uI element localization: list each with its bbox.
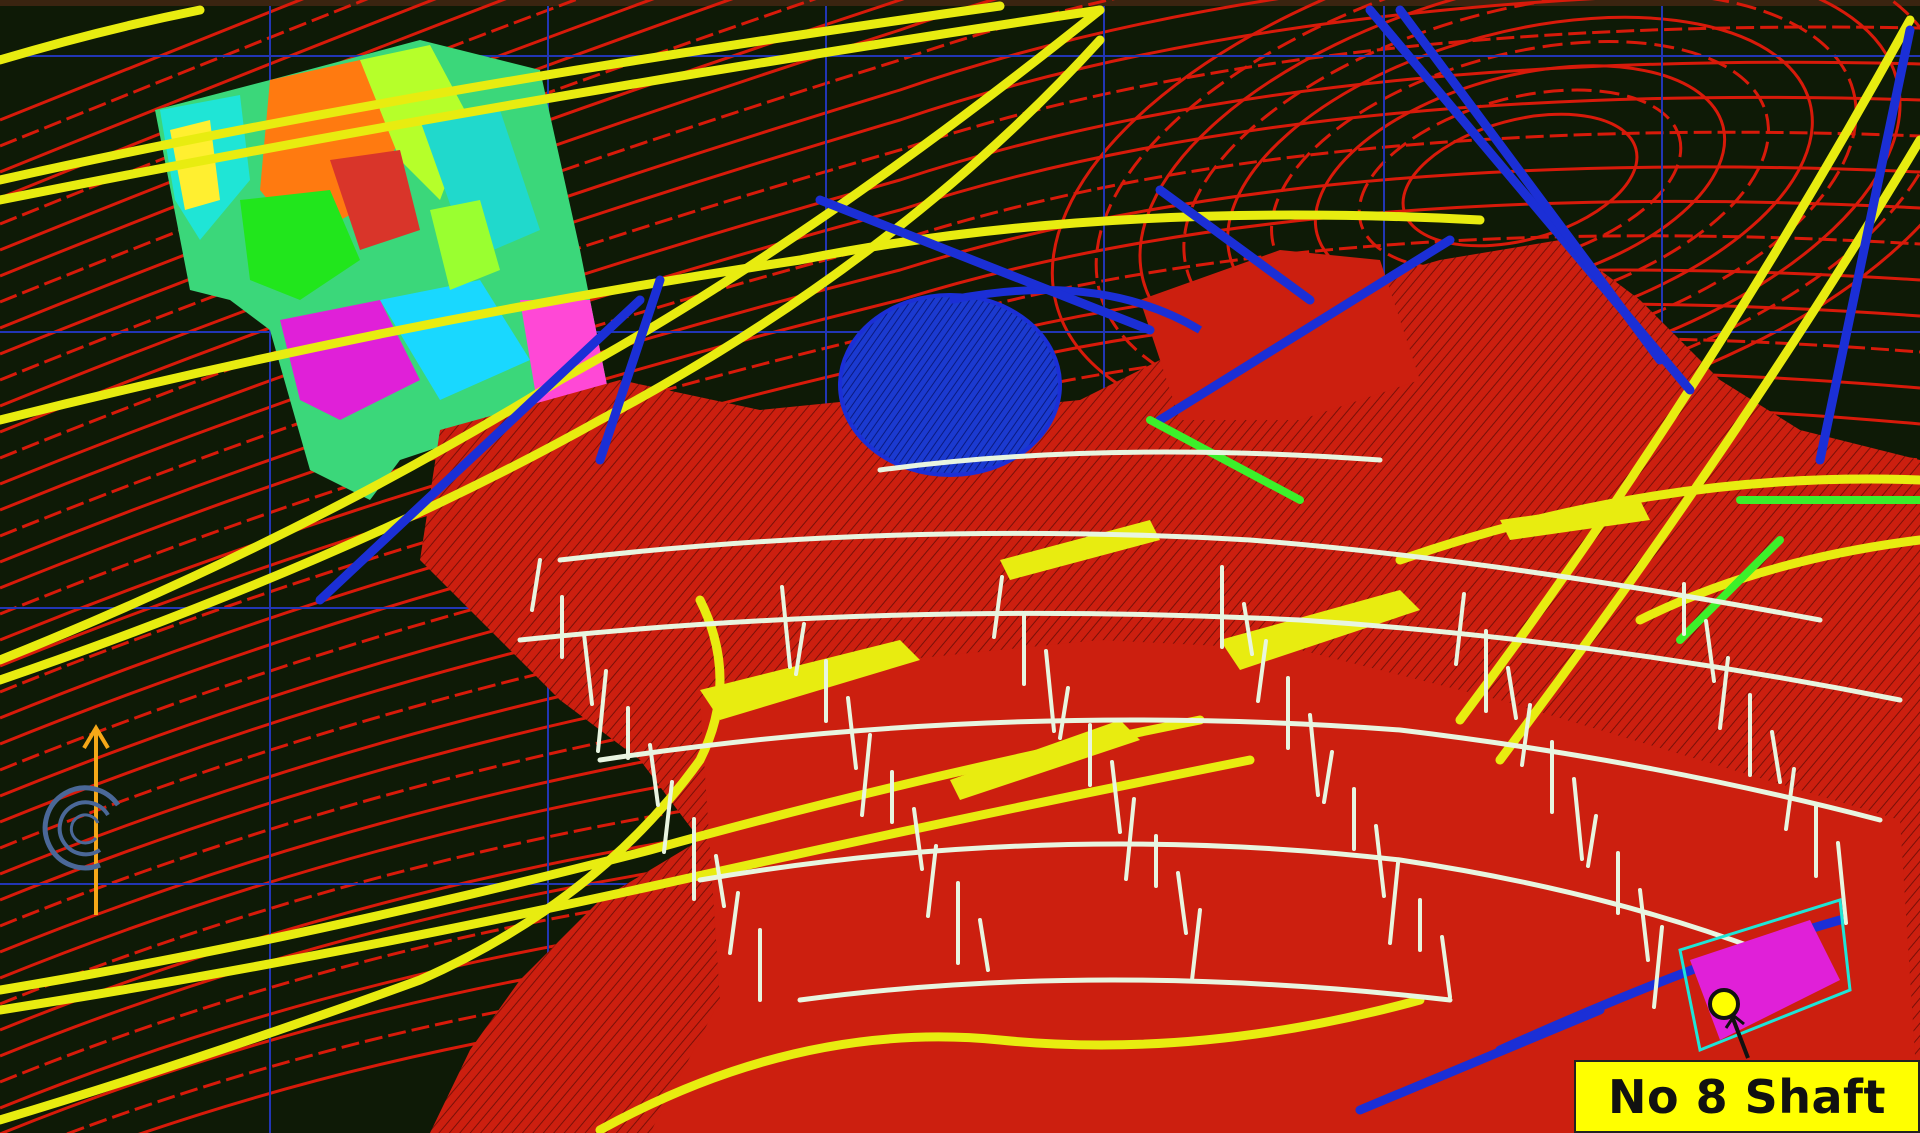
tunnel-crosscut (1388, 861, 1400, 945)
tunnel-crosscut (1110, 760, 1122, 834)
tunnel-crosscut (860, 733, 872, 817)
tunnel-crosscut (596, 669, 608, 753)
tunnel-crosscut (978, 918, 990, 972)
tunnel-crosscut (1784, 767, 1796, 831)
tunnel-crosscut (1506, 666, 1518, 720)
contour-line (0, 0, 302, 122)
tunnel-crosscut (1586, 814, 1598, 868)
tunnel-crosscut (662, 780, 674, 854)
tunnel-crosscut (648, 743, 660, 807)
contour-line (0, 165, 1920, 564)
shaft-location-icon[interactable] (1708, 988, 1750, 1059)
tunnel-crosscut (1572, 777, 1584, 861)
tunnel-crosscut (926, 844, 938, 918)
contour-ring (1182, 0, 1858, 369)
top-border (0, 0, 1920, 6)
tunnel-drift (697, 841, 1763, 953)
tunnel-crosscut (1256, 639, 1268, 703)
tunnel-drift (597, 717, 1883, 823)
contour-ring (1401, 112, 1639, 248)
tunnel-crosscut (846, 696, 858, 770)
tunnel-crosscut (728, 891, 740, 955)
contour-line (0, 199, 1920, 590)
shaft-label[interactable]: No 8 Shaft (1574, 1060, 1920, 1133)
tunnel-crosscut (1308, 713, 1320, 797)
tunnel-crosscut (530, 558, 542, 612)
tunnel-crosscut (1374, 824, 1386, 898)
tunnel-crosscut (1652, 925, 1664, 1009)
north-arrow-icon (42, 724, 121, 915)
tunnel-crosscut (992, 575, 1004, 639)
contour-line (0, 25, 1920, 460)
tunnel-crosscut (1440, 935, 1452, 999)
green-lines (1146, 416, 1920, 644)
tunnel-drift (517, 610, 1903, 703)
shaft-label-text: No 8 Shaft (1607, 1069, 1887, 1124)
tunnel-crosscut (912, 807, 924, 871)
mine-workings-area (420, 240, 1920, 1133)
tunnel-crosscut (1044, 649, 1056, 733)
contour-line (0, 0, 437, 174)
tunnel-crosscut (794, 622, 806, 676)
tunnel-crosscut (1322, 750, 1334, 804)
tunnel-crosscut (1242, 602, 1254, 656)
tunnel-drift (797, 977, 1453, 1003)
tunnel-crosscut (780, 585, 792, 669)
tunnel-drift (557, 530, 1823, 623)
tunnel-crosscut (714, 854, 726, 908)
tunnel-drift (877, 449, 1383, 473)
blue-hatched-zone (838, 286, 1203, 477)
contour-line (0, 95, 1920, 512)
tunnel-crosscut (1176, 871, 1188, 935)
tunnel-crosscut (582, 632, 594, 706)
tunnel-crosscut (1454, 592, 1466, 666)
tunnel-crosscut (1718, 656, 1730, 730)
tunnel-crosscut (1770, 730, 1782, 784)
contour-line (0, 0, 369, 148)
tunnel-crosscut (1638, 888, 1650, 962)
tunnel-network (517, 449, 1903, 1009)
tunnel-crosscut (1124, 797, 1136, 881)
tunnel-crosscut (1058, 686, 1070, 740)
tunnel-crosscut (1704, 619, 1716, 683)
tunnel-crosscut (1836, 841, 1848, 925)
tunnel-crosscut (1520, 703, 1532, 767)
tunnel-crosscut (1190, 908, 1202, 982)
